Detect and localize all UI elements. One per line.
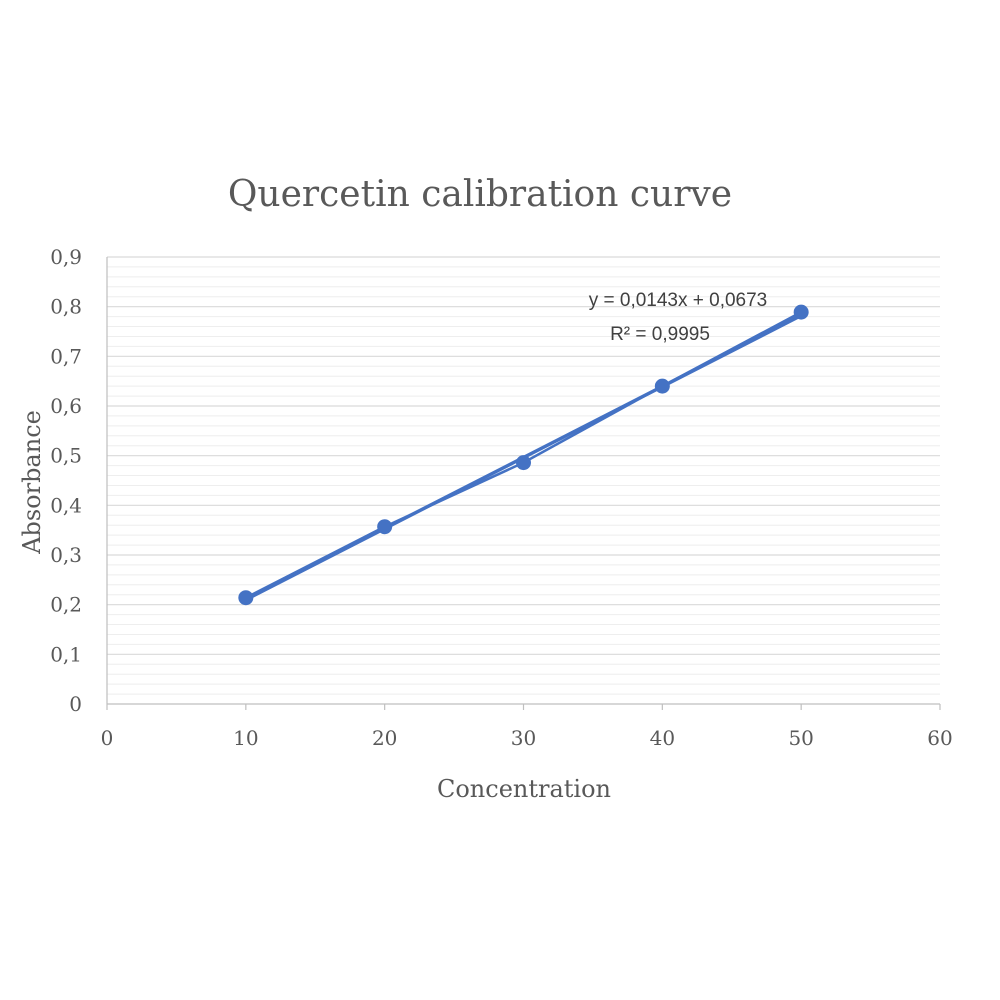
x-tick-label: 50	[788, 726, 813, 750]
x-tick-label: 40	[650, 726, 675, 750]
y-tick-label: 0	[69, 692, 82, 716]
data-points	[238, 304, 809, 606]
trendline-equation: y = 0,0143x + 0,0673	[589, 290, 768, 311]
y-axis-label: Absorbance	[18, 410, 46, 555]
x-tick-label: 30	[511, 726, 536, 750]
grid	[107, 256, 940, 695]
data-point	[654, 378, 670, 394]
y-tick-label: 0,1	[50, 642, 82, 666]
data-point	[793, 304, 809, 320]
y-tick-label: 0,2	[50, 593, 82, 617]
data-point	[516, 455, 531, 471]
y-tick-label: 0,5	[50, 444, 82, 468]
axes	[106, 257, 941, 710]
x-tick-label: 20	[372, 726, 397, 750]
y-tick-label: 0,9	[50, 245, 82, 269]
x-tick-label: 60	[927, 726, 952, 750]
chart-title: Quercetin calibration curve	[228, 174, 732, 215]
x-tick-label: 10	[233, 726, 258, 750]
y-tick-label: 0,7	[50, 344, 82, 368]
x-tick-label: 0	[101, 726, 114, 750]
data-point	[238, 590, 254, 606]
trendline-r-squared: R² = 0,9995	[610, 324, 710, 345]
x-tick-labels: 0 10 20 30 40 50 60	[101, 726, 953, 750]
y-tick-label: 0,4	[50, 493, 82, 517]
x-axis-label: Concentration	[437, 775, 611, 803]
y-tick-labels: 0 0,1 0,2 0,3 0,4 0,5 0,6 0,7 0,8 0,9	[50, 245, 82, 716]
y-tick-label: 0,8	[50, 295, 82, 319]
y-tick-label: 0,3	[50, 543, 82, 567]
data-point	[377, 519, 393, 535]
y-tick-label: 0,6	[50, 394, 82, 418]
